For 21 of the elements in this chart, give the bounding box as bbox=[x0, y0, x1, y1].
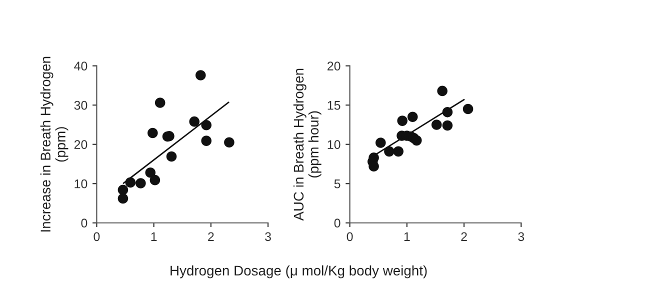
x-tick-label: 3 bbox=[265, 232, 271, 242]
y-tick-label: 5 bbox=[334, 180, 340, 188]
y-tick-label: 10 bbox=[74, 179, 88, 188]
x-tick-label: 0 bbox=[346, 232, 353, 242]
y-tick-label: 0 bbox=[334, 218, 340, 228]
y-axis-title: AUC in Breath Hydrogen (ppm hour) bbox=[293, 68, 322, 221]
y-tick-label: 30 bbox=[74, 100, 88, 110]
x-tick-label: 1 bbox=[404, 232, 410, 241]
x-axis-title: Hydrogen Dosage (μ mol/Kg body weight) bbox=[170, 265, 427, 278]
y-tick-label: 20 bbox=[328, 62, 340, 70]
x-tick-label: 2 bbox=[461, 232, 467, 241]
x-tick-label: 0 bbox=[94, 232, 100, 242]
y-axis-title: Increase in Breath Hydrogen (ppm) bbox=[40, 56, 68, 232]
y-tick-label: 20 bbox=[74, 140, 88, 150]
y-tick-label: 10 bbox=[328, 140, 340, 150]
y-tick-label: 40 bbox=[74, 62, 88, 70]
y-tick-label: 15 bbox=[328, 101, 340, 110]
x-tick-label: 2 bbox=[208, 232, 214, 241]
y-tick-label: 0 bbox=[81, 218, 88, 228]
x-tick-label: 1 bbox=[151, 232, 157, 241]
x-tick-label: 3 bbox=[518, 232, 524, 242]
